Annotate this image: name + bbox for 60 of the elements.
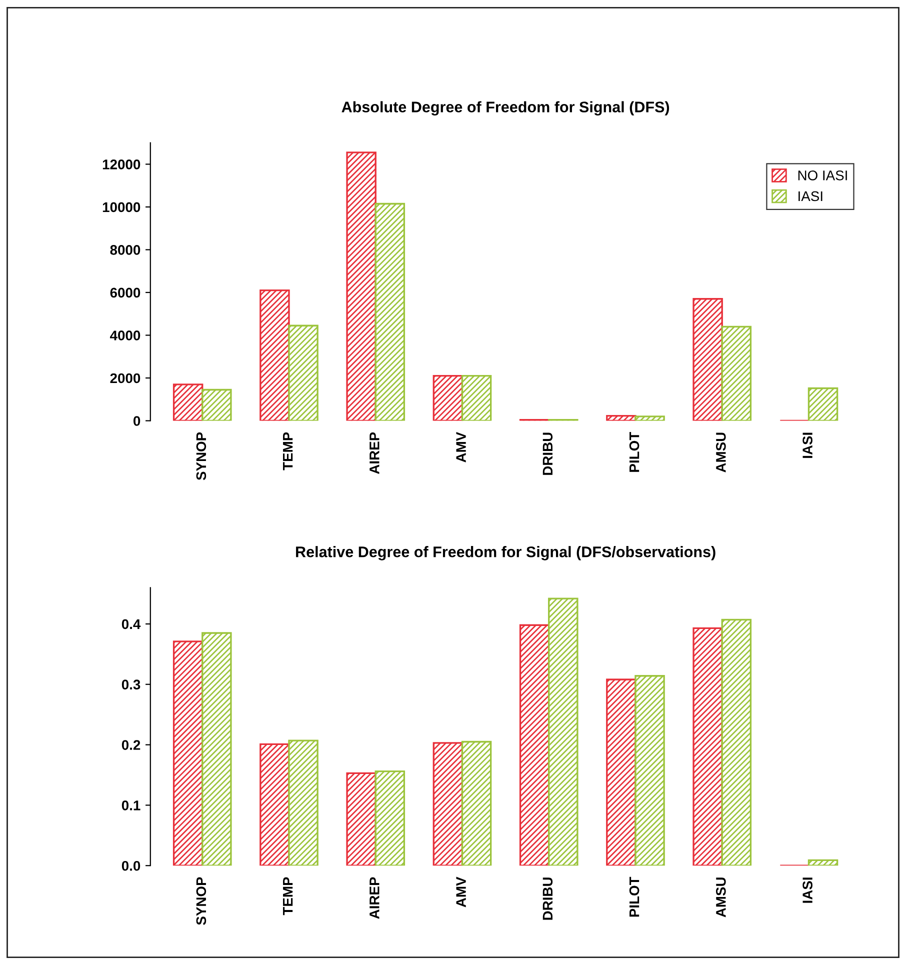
y-tick-label: 0.0 xyxy=(122,860,140,871)
bar xyxy=(202,632,232,866)
chart-title: Relative Degree of Freedom for Signal (DFS/observations) xyxy=(296,546,716,560)
x-tick-label: DRIBU xyxy=(542,878,553,920)
bar xyxy=(260,743,290,866)
bar xyxy=(461,740,492,866)
y-tick-label: 10000 xyxy=(102,202,140,212)
x-tick-label: AMV xyxy=(456,876,466,908)
bar xyxy=(288,324,318,421)
bar xyxy=(202,388,232,421)
x-tick-label: AMSU xyxy=(716,878,726,918)
y-tick-label: 0 xyxy=(134,416,140,426)
bar xyxy=(374,770,406,866)
y-tick-label: 0.4 xyxy=(122,619,141,630)
y-tick-label: 0.1 xyxy=(122,800,140,810)
bar xyxy=(461,375,492,421)
legend-label: NO IASI xyxy=(798,170,847,180)
bar xyxy=(692,298,723,421)
x-tick-label: IASI xyxy=(802,878,812,903)
bar xyxy=(808,387,838,421)
x-tick-label: IASI xyxy=(802,432,812,458)
bar xyxy=(721,326,752,421)
bar xyxy=(721,618,752,866)
x-tick-label: AMV xyxy=(456,432,466,462)
x-tick-label: TEMP xyxy=(283,877,293,916)
y-tick-label: 8000 xyxy=(110,245,140,255)
bar xyxy=(374,202,406,421)
chart-title: Absolute Degree of Freedom for Signal (DFS) xyxy=(342,101,670,116)
bar xyxy=(432,375,464,421)
x-tick-label: AMSU xyxy=(716,432,726,472)
y-tick-label: 4000 xyxy=(110,330,140,340)
bar xyxy=(634,416,665,421)
bar xyxy=(288,740,318,866)
legend-label: IASI xyxy=(798,191,822,202)
x-tick-label: SYNOP xyxy=(196,877,206,925)
y-tick-label: 12000 xyxy=(102,160,140,170)
bar xyxy=(808,859,838,866)
y-tick-label: 6000 xyxy=(110,288,140,298)
bar xyxy=(606,414,636,421)
bar xyxy=(519,624,550,866)
bar xyxy=(606,678,636,866)
y-tick-label: 0.2 xyxy=(122,740,140,750)
bar xyxy=(692,627,723,866)
x-tick-label: PILOT xyxy=(629,876,640,917)
bar xyxy=(346,152,376,421)
x-tick-label: AIREP xyxy=(370,432,380,474)
bar xyxy=(432,742,464,866)
y-tick-label: 2000 xyxy=(110,373,140,384)
bar xyxy=(260,289,290,421)
y-tick-label: 0.3 xyxy=(122,680,140,690)
bar xyxy=(634,675,665,866)
bar xyxy=(346,772,376,866)
x-tick-label: TEMP xyxy=(283,432,293,470)
x-tick-label: AIREP xyxy=(370,877,380,919)
x-tick-label: SYNOP xyxy=(196,432,206,480)
x-tick-label: PILOT xyxy=(629,432,640,472)
bar xyxy=(172,640,204,866)
bar xyxy=(172,384,204,421)
bar xyxy=(548,598,578,866)
x-tick-label: DRIBU xyxy=(542,432,553,475)
